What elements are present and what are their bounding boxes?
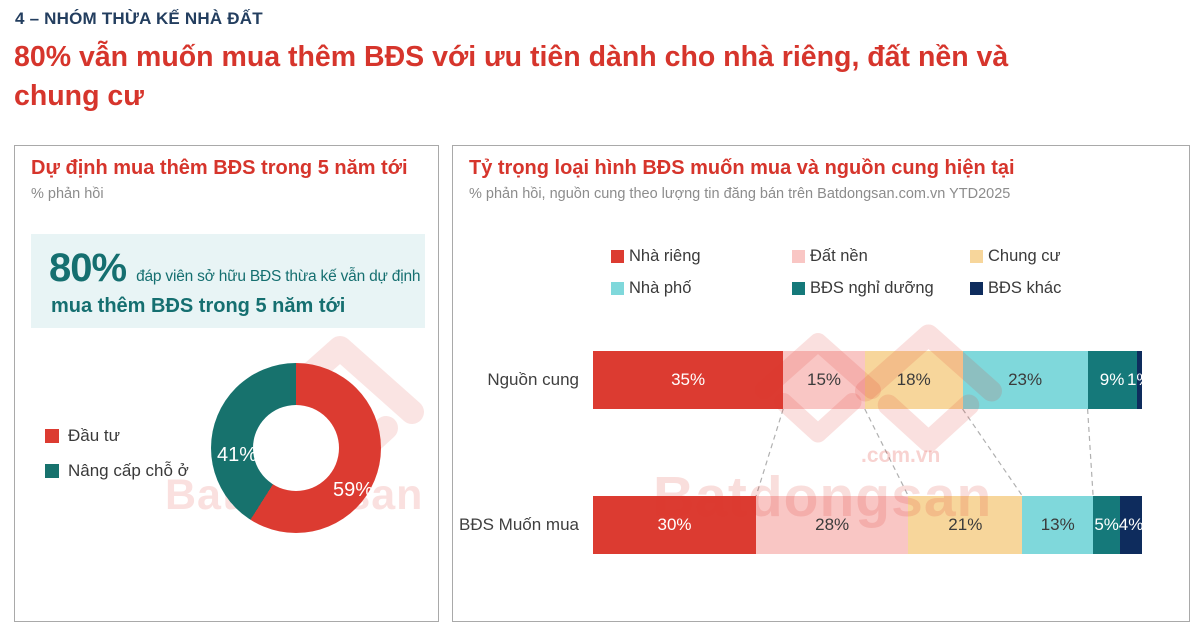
legend-label: Nhà riêng [629,247,701,265]
highlight-line1: 80% đáp viên sở hữu BĐS thừa kế vẫn dự đ… [43,246,425,291]
donut-chart: 59% 41% [211,363,381,533]
legend-swatch [792,282,805,295]
legend-swatch [970,250,983,263]
legend-label: Đầu tư [68,426,121,445]
bar-segment-value: 1% [1126,370,1142,389]
bar-row: BĐS Muốn mua 30% 28% 21% 13% 5% 4% [453,496,1189,554]
bar-category-label: BĐS Muốn mua [459,515,579,534]
bar-category-label: Nguồn cung [487,370,579,389]
connector-line [1087,409,1094,496]
connector-line [962,409,1023,496]
bar-legend-item: Nhà riêng [611,247,792,266]
bar-segment-value: 30% [657,515,692,534]
legend-label: Đất nền [810,247,868,265]
left-panel-title: Dự định mua thêm BĐS trong 5 năm tới [31,157,408,179]
bar-track: 35% 15% 18% 23% 9%1% [593,351,1142,409]
legend-swatch [611,282,624,295]
bar-legend-item: BĐS khác [970,279,1061,298]
right-panel-title: Tỷ trọng loại hình BĐS muốn mua và nguồn… [469,157,1015,179]
bar-segment: 21% [908,496,1023,554]
legend-swatch [970,282,983,295]
bar-segment: 35% [593,351,784,409]
donut-legend-item: Đầu tư [45,426,189,446]
bar-segment-value: 21% [948,515,983,534]
bar-segment: 28% [756,496,909,554]
bar-segment-value: 13% [1040,515,1075,534]
bar-segment: 4% [1118,496,1142,554]
bar-segment: 15% [783,351,865,409]
legend-swatch [611,250,624,263]
bar-segment: 23% [962,351,1088,409]
donut-value-label-dau-tu: 59% [333,479,374,501]
bar-row: Nguồn cung 35% 15% 18% 23% 9%1% [453,351,1189,409]
bar-segment-value: 15% [806,370,842,389]
bar-segment-value: 5% [1094,515,1119,534]
legend-label: BĐS nghỉ dưỡng [810,279,934,297]
bar-legend-item: Nhà phố [611,279,792,298]
highlight-callout: 80% đáp viên sở hữu BĐS thừa kế vẫn dự đ… [31,234,425,328]
bar-track: 30% 28% 21% 13% 5% 4% [593,496,1142,554]
bar-segment-value: 28% [815,515,850,534]
legend-label: Chung cư [988,247,1061,265]
legend-swatch [45,429,59,443]
bar-segment: 1% [1127,351,1142,409]
legend-label: Nhà phố [629,279,692,297]
segment-connector-lines [755,409,1094,496]
donut-legend: Đầu tư Nâng cấp chỗ ở [45,426,189,496]
bar-segment: 18% [864,351,963,409]
bar-segment: 5% [1093,496,1121,554]
bar-segment-value: 23% [1008,370,1043,389]
donut-value-label-nang-cap: 41% [217,444,258,466]
highlight-value: 80% [49,246,127,290]
donut-legend-item: Nâng cấp chỗ ở [45,461,189,481]
legend-swatch [792,250,805,263]
bar-segment-value: 9% [1099,370,1125,389]
left-panel-subtitle: % phản hồi [31,186,104,202]
bar-segment-value: 18% [896,370,931,389]
bar-segment: 13% [1022,496,1094,554]
legend-label: BĐS khác [988,279,1062,297]
panel-purchase-intent: Dự định mua thêm BĐS trong 5 năm tới % p… [14,145,439,622]
bar-segment: 9% [1087,351,1137,409]
connector-line [864,409,909,496]
highlight-text-bold: mua thêm BĐS trong 5 năm tới [51,295,346,317]
bar-segment-value: 4% [1118,515,1142,534]
bar-legend-item: BĐS nghỉ dưỡng [792,279,970,298]
legend-swatch [45,464,59,478]
bar-segment-value: 35% [671,370,706,389]
bar-legend: Nhà riêng Đất nền Chung cư Nhà phố BĐS nghỉ … [611,247,1061,298]
highlight-text: đáp viên sở hữu BĐS thừa kế vẫn dự định [136,268,421,285]
page-title: 80% vẫn muốn mua thêm BĐS với ưu tiên dà… [14,41,1009,113]
connector-line [755,409,784,496]
legend-label: Nâng cấp chỗ ở [68,461,189,480]
panel-property-types: Tỷ trọng loại hình BĐS muốn mua và nguồn… [452,145,1190,622]
section-kicker: 4 – NHÓM THỪA KẾ NHÀ ĐẤT [15,9,263,28]
donut-hole [253,405,339,491]
bar-legend-item: Chung cư [970,247,1061,266]
bar-segment: 30% [593,496,757,554]
bar-legend-item: Đất nền [792,247,970,266]
right-panel-subtitle: % phản hồi, nguồn cung theo lượng tin đă… [469,186,1011,202]
